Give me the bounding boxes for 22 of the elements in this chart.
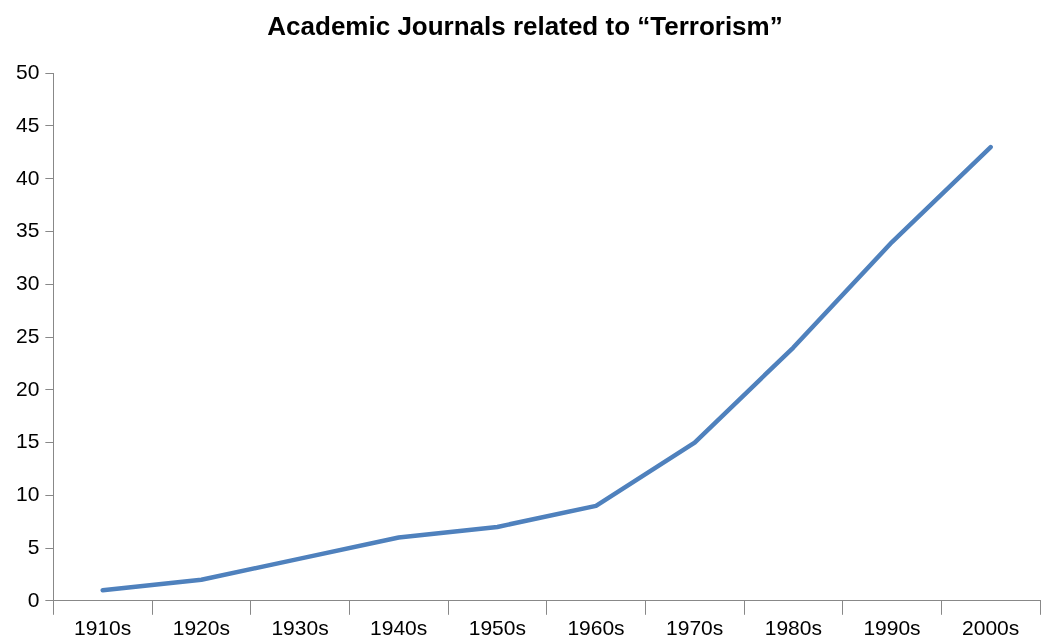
y-tick-label: 0 bbox=[27, 587, 40, 611]
x-tick-label: 1980s bbox=[764, 616, 822, 640]
x-tick-label: 1990s bbox=[863, 616, 921, 640]
x-tick-label: 1960s bbox=[567, 616, 625, 640]
y-tick-label: 35 bbox=[16, 218, 40, 242]
chart-title: Academic Journals related to “Terrorism” bbox=[267, 10, 783, 41]
y-tick-label: 50 bbox=[16, 60, 40, 83]
x-tick-label: 1930s bbox=[271, 616, 329, 640]
x-tick-label: 1910s bbox=[74, 616, 132, 640]
x-tick-label: 1950s bbox=[468, 616, 526, 640]
y-tick-label: 20 bbox=[16, 376, 40, 400]
x-tick-label: 1940s bbox=[370, 616, 428, 640]
x-tick-label: 1920s bbox=[172, 616, 230, 640]
x-tick-label: 2000s bbox=[962, 616, 1020, 640]
y-tick-label: 40 bbox=[16, 165, 40, 189]
y-tick-label: 25 bbox=[16, 323, 40, 347]
y-tick-label: 10 bbox=[16, 482, 40, 506]
y-tick-label: 15 bbox=[16, 429, 40, 453]
y-tick-label: 45 bbox=[16, 112, 40, 136]
y-tick-label: 30 bbox=[16, 271, 40, 295]
y-tick-label: 5 bbox=[27, 534, 40, 558]
x-tick-label: 1970s bbox=[666, 616, 724, 640]
